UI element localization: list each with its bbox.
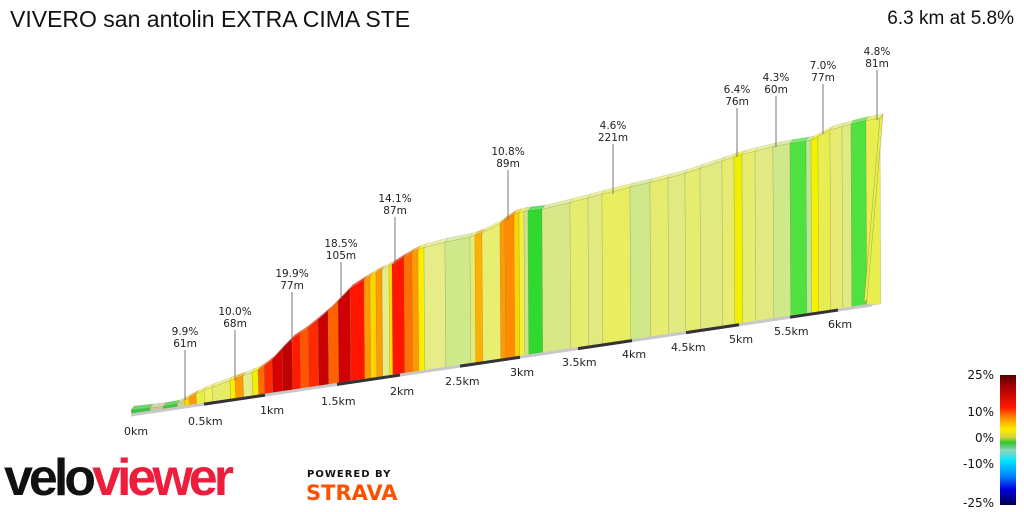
annotation-gradient: 14.1% — [378, 193, 411, 205]
logo-velo: velo — [4, 449, 96, 507]
distance-tick-label: 4.5km — [671, 341, 706, 354]
distance-tick-label: 2km — [390, 385, 414, 398]
gradient-segment — [817, 129, 832, 314]
gradient-segment — [841, 123, 853, 310]
annotation-length: 221m — [598, 132, 628, 144]
gradient-segment — [629, 181, 652, 342]
gradient-segment — [349, 279, 366, 383]
gradient-segment — [271, 348, 284, 395]
distance-tick-label: 1km — [260, 404, 284, 417]
gradient-segment — [601, 186, 632, 346]
gradient-segment — [481, 223, 502, 364]
gradient-color-scale — [1000, 375, 1016, 505]
annotation-length: 105m — [326, 250, 356, 262]
logo-viewer: viewer — [92, 449, 234, 507]
annotation-length: 87m — [383, 205, 407, 217]
annotation-gradient: 6.4% — [724, 84, 751, 96]
annotation-length: 77m — [280, 280, 304, 292]
annotation-gradient: 7.0% — [810, 60, 837, 72]
distance-tick-label: 4km — [622, 348, 646, 361]
gradient-segment — [684, 167, 702, 334]
scale-tick-label: -25% — [962, 496, 994, 510]
annotation-length: 81m — [865, 58, 889, 70]
distance-tick-label: 2.5km — [445, 375, 480, 388]
gradient-segment — [541, 202, 572, 355]
gradient-segment — [381, 265, 391, 379]
gradient-segment — [850, 120, 868, 309]
gradient-segment — [721, 156, 736, 328]
annotation-gradient: 4.6% — [600, 120, 627, 132]
gradient-segment — [251, 369, 260, 398]
annotation-gradient: 19.9% — [275, 268, 308, 280]
gradient-segment — [369, 271, 378, 380]
gradient-segment — [587, 193, 604, 348]
distance-tick-label: 5.5km — [774, 325, 809, 338]
gradient-segment — [363, 275, 372, 381]
annotation-gradient: 9.9% — [172, 326, 199, 338]
annotation-length: 76m — [725, 96, 749, 108]
gradient-segment — [527, 208, 544, 357]
distance-tick-label: 0.5km — [188, 415, 223, 428]
gradient-segment — [474, 232, 484, 365]
gradient-segment — [504, 213, 516, 360]
gradient-segment — [403, 251, 414, 375]
annotation-length: 89m — [496, 158, 520, 170]
gradient-segment — [741, 150, 757, 325]
gradient-segment — [649, 177, 670, 339]
gradient-segment — [569, 197, 590, 351]
gradient-segment — [391, 256, 406, 377]
annotation-length: 61m — [173, 338, 197, 350]
gradient-annotations: 9.9%61m10.0%68m19.9%77m18.5%105m14.1%87m… — [172, 46, 891, 400]
annotation-gradient: 18.5% — [324, 238, 357, 250]
annotation-gradient: 4.8% — [864, 46, 891, 58]
annotation-gradient: 4.3% — [763, 72, 790, 84]
gradient-segment — [810, 136, 820, 315]
annotation-length: 60m — [764, 84, 788, 96]
gradient-segment — [307, 318, 320, 390]
gradient-segment — [327, 300, 340, 387]
powered-by-label: POWERED BY — [307, 469, 392, 480]
gradient-segment — [291, 332, 302, 392]
gradient-segment — [423, 241, 447, 372]
scale-tick-label: -10% — [962, 457, 994, 471]
gradient-segment — [337, 287, 352, 385]
gradient-strips — [130, 112, 884, 416]
veloviewer-logo[interactable]: veloviewer — [4, 449, 234, 507]
distance-tick-label: 0km — [124, 425, 148, 438]
distance-tick-label: 5km — [729, 333, 753, 346]
gradient-segment — [257, 365, 266, 397]
route-summary: 6.3 km at 5.8% — [887, 8, 1014, 29]
gradient-segment — [772, 143, 792, 321]
annotation-gradient: 10.0% — [218, 306, 251, 318]
distance-tick-label: 3km — [510, 366, 534, 379]
gradient-segment — [754, 146, 775, 323]
strava-logo[interactable]: STRAVA — [306, 481, 398, 505]
gradient-segment — [733, 154, 744, 326]
distance-tick-label: 3.5km — [562, 356, 597, 369]
gradient-segment — [829, 126, 844, 312]
annotation-gradient: 10.8% — [491, 146, 524, 158]
annotation-length: 68m — [223, 318, 247, 330]
gradient-segment — [411, 249, 420, 374]
gradient-segment — [699, 160, 724, 331]
gradient-segment — [444, 236, 472, 369]
gradient-segment — [667, 172, 687, 336]
route-title: VIVERO san antolin EXTRA CIMA STE — [10, 6, 411, 32]
distance-tick-labels: 0km 0.5km 1km 1.5km 2km 2.5km 3km 3.5km 4km 4.5km… — [124, 318, 852, 438]
gradient-segment — [299, 327, 310, 391]
distance-tick-label: 6km — [828, 318, 852, 331]
gradient-segment — [375, 269, 384, 379]
gradient-segment — [417, 246, 426, 373]
annotation-length: 77m — [811, 72, 835, 84]
distance-tick-label: 1.5km — [321, 395, 356, 408]
scale-tick-label: 10% — [967, 405, 994, 419]
scale-tick-label: 25% — [967, 368, 994, 382]
gradient-segment — [234, 375, 245, 400]
gradient-segment — [242, 371, 254, 399]
gradient-segment — [317, 310, 330, 388]
distance-axis — [130, 303, 873, 417]
scale-tick-label: 0% — [974, 431, 994, 445]
gradient-segment — [789, 140, 808, 318]
